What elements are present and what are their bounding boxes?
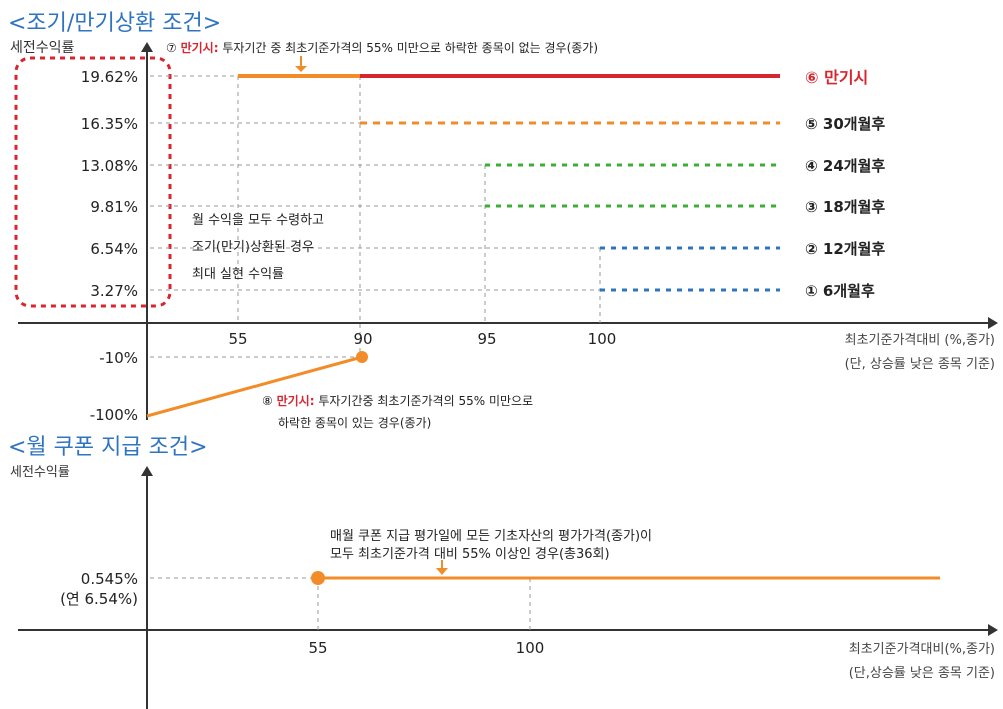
annotation7-pointer — [295, 56, 307, 72]
chart2-title: <월 쿠폰 지급 조건> — [8, 435, 208, 460]
annotation8-emph: 만기시: — [277, 393, 315, 408]
annotation7: ⑦ 만기시: 투자기간 중 최초기준가격의 55% 미만으로 하락한 종목이 없… — [166, 40, 598, 55]
ytick-minus-100: -100% — [90, 406, 138, 424]
chart2-xtick-55: 55 — [308, 639, 327, 657]
ytick-highlight-box — [14, 56, 172, 308]
note-line-3: 최대 실현 수익률 — [192, 267, 284, 282]
series-loss-line — [146, 355, 363, 418]
chart2-y-arrow — [141, 466, 153, 476]
legend-18m: ③ 18개월후 — [805, 198, 885, 216]
chart2-gridlines — [150, 577, 531, 630]
annotation8-line2: 하락한 종목이 있는 경우(종가) — [278, 416, 431, 430]
annotation7-emph: 만기시: — [181, 40, 219, 55]
chart2-ytick: 0.545% — [81, 570, 138, 588]
ytick-16-35: 16.35% — [81, 115, 138, 133]
annotation-coupon-pointer — [436, 560, 448, 575]
annotation8-prefix: ⑧ — [262, 394, 273, 408]
xtick-100: 100 — [588, 330, 617, 348]
annotation7-prefix: ⑦ — [166, 41, 177, 55]
legend-30m: ⑤ 30개월후 — [805, 115, 885, 133]
note-line-2: 조기(만기)상환된 경우 — [192, 240, 314, 255]
chart2-annotation-line1: 매월 쿠폰 지급 평가일에 모든 기초자산의 평가가격(종가)이 — [330, 529, 652, 544]
chart2-ytick-sub: (연 6.54%) — [60, 590, 138, 608]
note-line-1: 월 수익을 모두 수령하고 — [192, 213, 324, 228]
chart1-ylabel: 세전수익률 — [10, 40, 75, 56]
legend-maturity: ⑥ 만기시 — [805, 68, 868, 87]
chart1-x-arrow — [988, 317, 998, 329]
xtick-90: 90 — [353, 330, 372, 348]
chart1-y-arrow — [141, 42, 153, 52]
ytick-19-62: 19.62% — [81, 68, 138, 86]
legend-24m: ④ 24개월후 — [805, 157, 885, 175]
chart2-xlabel: 최초기준가격대비(%,종가) — [849, 642, 995, 657]
chart2-x-arrow — [988, 624, 998, 636]
ytick-6-54: 6.54% — [90, 240, 138, 258]
ytick-9-81: 9.81% — [90, 198, 138, 216]
legend-6m: ① 6개월후 — [805, 282, 875, 300]
chart1-xlabel-note: (단, 상승률 낮은 종목 기준) — [845, 357, 995, 372]
chart2-ylabel: 세전수익률 — [10, 465, 70, 480]
chart1-gridlines — [150, 75, 601, 358]
ytick-3-27: 3.27% — [90, 282, 138, 300]
chart1-xlabel: 최초기준가격대비 (%,종가) — [845, 333, 995, 348]
chart1-title: <조기/만기상환 조건> — [8, 11, 221, 36]
xtick-95: 95 — [477, 330, 496, 348]
loss-point — [356, 351, 368, 363]
xtick-55: 55 — [228, 330, 247, 348]
chart2-xlabel-note: (단,상승률 낮은 종목 기준) — [849, 666, 995, 681]
annotation7-text: 투자기간 중 최초기준가격의 55% 미만으로 하락한 종목이 없는 경우(종가… — [222, 41, 598, 55]
chart2-annotation-line2: 모두 최초기준가격 대비 55% 이상인 경우(총36회) — [330, 547, 610, 562]
ytick-minus-10: -10% — [99, 349, 138, 367]
ytick-13-08: 13.08% — [81, 157, 138, 175]
legend-12m: ② 12개월후 — [805, 240, 885, 258]
chart2-xtick-100: 100 — [516, 639, 545, 657]
annotation8: ⑧ 만기시: 투자기간중 최초기준가격의 55% 미만으로 — [262, 393, 533, 408]
annotation8-text: 투자기간중 최초기준가격의 55% 미만으로 — [318, 394, 533, 408]
coupon-start-point — [311, 571, 325, 585]
